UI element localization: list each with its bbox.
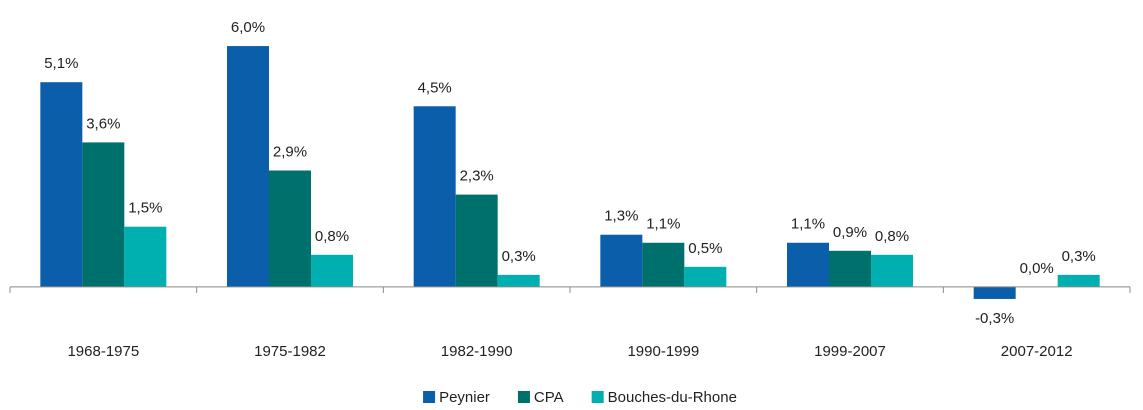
- x-tick-label: 1999-2007: [814, 343, 886, 360]
- bar: [787, 242, 829, 287]
- data-label: 6,0%: [231, 19, 265, 36]
- data-label: 3,6%: [86, 115, 120, 132]
- data-label: 0,9%: [833, 224, 867, 241]
- x-tick-label: 1982-1990: [441, 343, 513, 360]
- bar: [227, 46, 269, 287]
- data-label: 1,1%: [791, 216, 825, 233]
- x-tick-label: 2007-2012: [1001, 343, 1073, 360]
- bar: [973, 286, 1016, 299]
- bar: [40, 82, 83, 287]
- data-label: 0,0%: [1020, 260, 1054, 277]
- legend-swatch: [423, 391, 436, 403]
- data-label: 4,5%: [418, 79, 452, 96]
- bar: [311, 254, 353, 287]
- x-tick-label: 1975-1982: [254, 343, 326, 360]
- data-label: 1,1%: [646, 216, 680, 233]
- data-label: 1,5%: [128, 200, 162, 217]
- x-tick-label: 1968-1975: [67, 343, 139, 360]
- bar: [684, 266, 727, 287]
- bar: [82, 142, 125, 287]
- bar: [455, 194, 498, 287]
- bar: [829, 250, 871, 287]
- data-label: 1,3%: [604, 208, 638, 225]
- bar: [642, 242, 685, 287]
- data-label: 2,3%: [460, 168, 494, 185]
- data-label: 0,3%: [502, 248, 536, 265]
- legend-swatch: [591, 391, 604, 403]
- data-label: 2,9%: [273, 143, 307, 160]
- legend-label: Bouches-du-Rhone: [608, 389, 737, 406]
- bar: [871, 254, 913, 287]
- bar: [600, 234, 643, 287]
- legend-label: Peynier: [439, 389, 490, 406]
- data-label: -0,3%: [975, 310, 1014, 327]
- data-label: 0,8%: [315, 228, 349, 245]
- data-label: 0,3%: [1062, 248, 1096, 265]
- legend-label: CPA: [534, 389, 564, 406]
- bar: [497, 274, 540, 287]
- bar: [269, 170, 311, 287]
- x-tick-label: 1990-1999: [627, 343, 699, 360]
- legend-swatch: [517, 391, 530, 403]
- data-label: 0,5%: [688, 240, 722, 257]
- data-label: 5,1%: [44, 55, 78, 72]
- data-label: 0,8%: [875, 228, 909, 245]
- bar: [1057, 274, 1100, 287]
- bar: [413, 106, 456, 287]
- bar: [124, 226, 167, 287]
